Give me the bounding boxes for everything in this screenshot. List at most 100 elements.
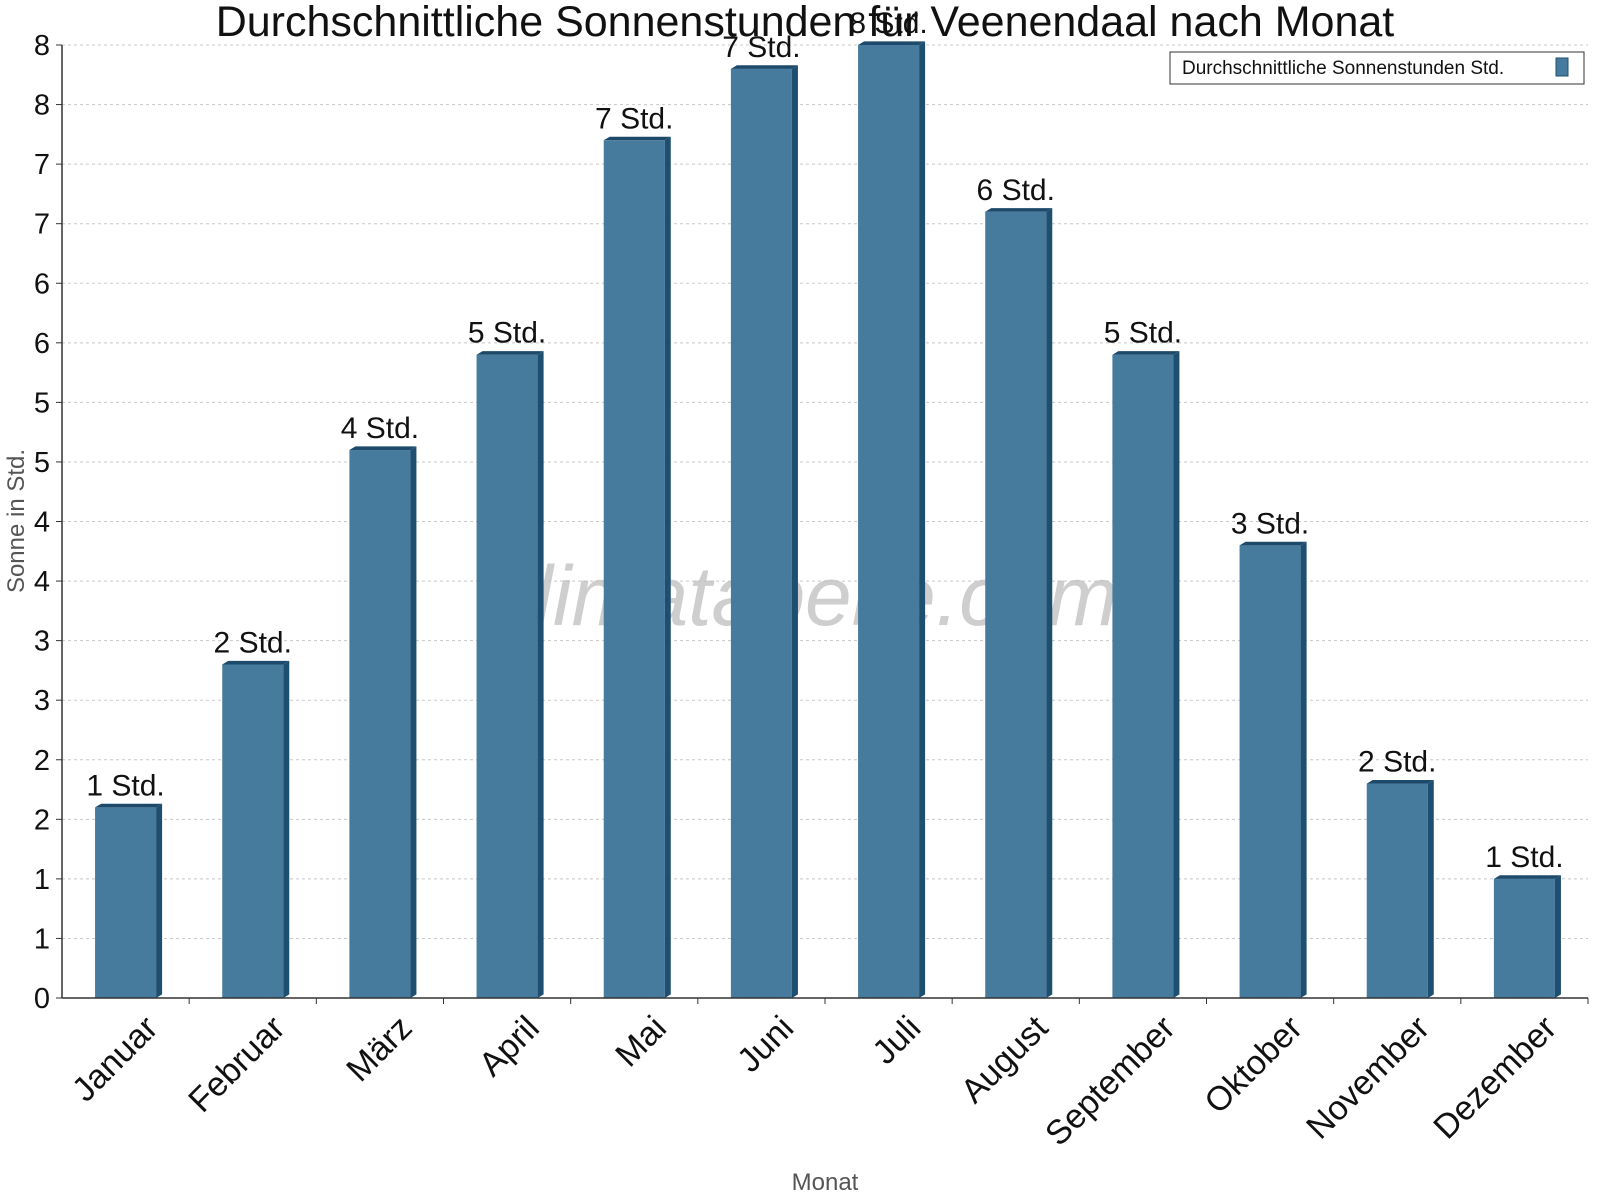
bar-side — [537, 351, 544, 998]
x-tick-label: Juli — [865, 1009, 928, 1072]
data-label: 6 Std. — [977, 174, 1055, 207]
data-label: 1 Std. — [1485, 841, 1563, 874]
x-tick-label: September — [1038, 1009, 1182, 1153]
bar-dezember — [1493, 875, 1561, 998]
bar-face — [1493, 878, 1555, 998]
legend-label: Durchschnittliche Sonnenstunden Std. — [1182, 58, 1504, 79]
bar-juni — [730, 65, 798, 999]
data-label: 2 Std. — [1358, 746, 1436, 779]
bar-face — [476, 354, 538, 999]
y-axis-title: Sonne in Std. — [3, 449, 30, 593]
bar-face — [349, 450, 411, 998]
x-tick-label: August — [954, 1008, 1056, 1110]
data-label: 5 Std. — [468, 317, 546, 350]
y-tick-label: 6 — [34, 328, 50, 360]
x-tick-label: April — [472, 1009, 547, 1084]
bar-november — [1366, 779, 1434, 998]
bar-face — [730, 68, 792, 998]
y-tick-label: 8 — [34, 90, 50, 122]
bar-side — [1427, 779, 1434, 998]
data-label: 7 Std. — [595, 102, 673, 135]
bar-side — [283, 660, 290, 998]
bar-side — [1173, 351, 1180, 998]
x-tick-label: Juni — [730, 1009, 801, 1080]
x-tick-label: November — [1299, 1009, 1437, 1147]
legend-swatch — [1555, 57, 1569, 77]
grid — [62, 44, 1588, 939]
y-tick-label: 4 — [34, 566, 50, 598]
bar-top — [1366, 779, 1434, 784]
data-label: 2 Std. — [214, 626, 292, 659]
bar-face — [985, 211, 1047, 998]
bar-face — [1239, 545, 1301, 998]
bar-oktober — [1239, 541, 1307, 998]
bar-top — [858, 41, 926, 45]
data-label: 4 Std. — [341, 412, 419, 445]
bar-top — [476, 351, 544, 355]
bar-juli — [858, 41, 926, 998]
y-tick-label: 7 — [34, 149, 50, 181]
data-label: 3 Std. — [1231, 507, 1309, 540]
bar-top — [1493, 875, 1561, 879]
bar-side — [1554, 875, 1561, 998]
x-ticks: Januar Februar März April Mai Juni Juli AugustS… — [65, 998, 1589, 1153]
y-tick-label: 8 — [34, 30, 50, 62]
bar-top — [95, 803, 163, 808]
bar-face — [1112, 354, 1174, 999]
data-label: 5 Std. — [1104, 317, 1182, 350]
x-tick-label: März — [339, 1009, 419, 1089]
bar-februar — [222, 660, 290, 998]
x-tick-label: Januar — [65, 1009, 165, 1109]
bar-side — [1046, 208, 1053, 999]
bars — [95, 41, 1561, 999]
bar-face — [222, 664, 284, 998]
bar-top — [603, 136, 671, 141]
x-tick-label: Mai — [608, 1009, 674, 1075]
bar-face — [603, 140, 665, 999]
bar-april — [476, 351, 544, 999]
y-tick-label: 3 — [34, 626, 50, 658]
bar-mai — [603, 136, 671, 999]
legend: Durchschnittliche Sonnenstunden Std. — [1169, 51, 1585, 85]
y-tick-label: 7 — [34, 209, 50, 241]
y-ticks: 0 1 1 2 2 3 3 4 4 5 5 6 6 7 7 8 8 — [34, 30, 62, 1015]
bar-august — [985, 208, 1053, 999]
bar-september — [1112, 351, 1180, 999]
x-tick-label: Dezember — [1426, 1009, 1564, 1147]
bar-side — [1300, 541, 1307, 998]
y-tick-label: 5 — [34, 447, 50, 479]
bar-side — [919, 41, 926, 998]
y-tick-label: 2 — [34, 745, 50, 777]
y-tick-label: 0 — [34, 983, 50, 1015]
x-tick-label: Februar — [181, 1009, 292, 1120]
bar-face — [858, 45, 920, 998]
x-axis-title: Monat — [792, 1169, 859, 1196]
bar-top — [349, 446, 417, 451]
bar-top — [730, 65, 798, 69]
bar-face — [1366, 783, 1428, 998]
data-label: 1 Std. — [86, 769, 164, 802]
chart-title: Durchschnittliche Sonnenstunden für Veen… — [216, 0, 1395, 46]
data-labels: 1 Std. 2 Std. 4 Std. 5 Std. 7 Std. 7 Std. 8 St… — [86, 7, 1563, 874]
legend-box — [1169, 51, 1585, 85]
bar-side — [410, 446, 417, 998]
x-tick-label: Oktober — [1197, 1009, 1309, 1121]
y-tick-label: 2 — [34, 804, 50, 836]
bar-side — [156, 803, 163, 998]
y-tick-label: 4 — [34, 507, 50, 539]
bar-face — [95, 807, 157, 998]
data-label: 7 Std. — [722, 31, 800, 64]
bar-top — [985, 208, 1053, 212]
bar-januar — [95, 803, 163, 998]
bar-top — [222, 660, 290, 665]
bar-top — [1112, 351, 1180, 355]
y-tick-label: 1 — [34, 864, 50, 896]
data-label: 8 Std. — [849, 7, 927, 40]
bar-side — [791, 65, 798, 999]
y-tick-label: 6 — [34, 268, 50, 300]
y-tick-label: 1 — [34, 923, 50, 955]
y-tick-label: 3 — [34, 685, 50, 717]
bar-märz — [349, 446, 417, 998]
y-tick-label: 5 — [34, 387, 50, 419]
